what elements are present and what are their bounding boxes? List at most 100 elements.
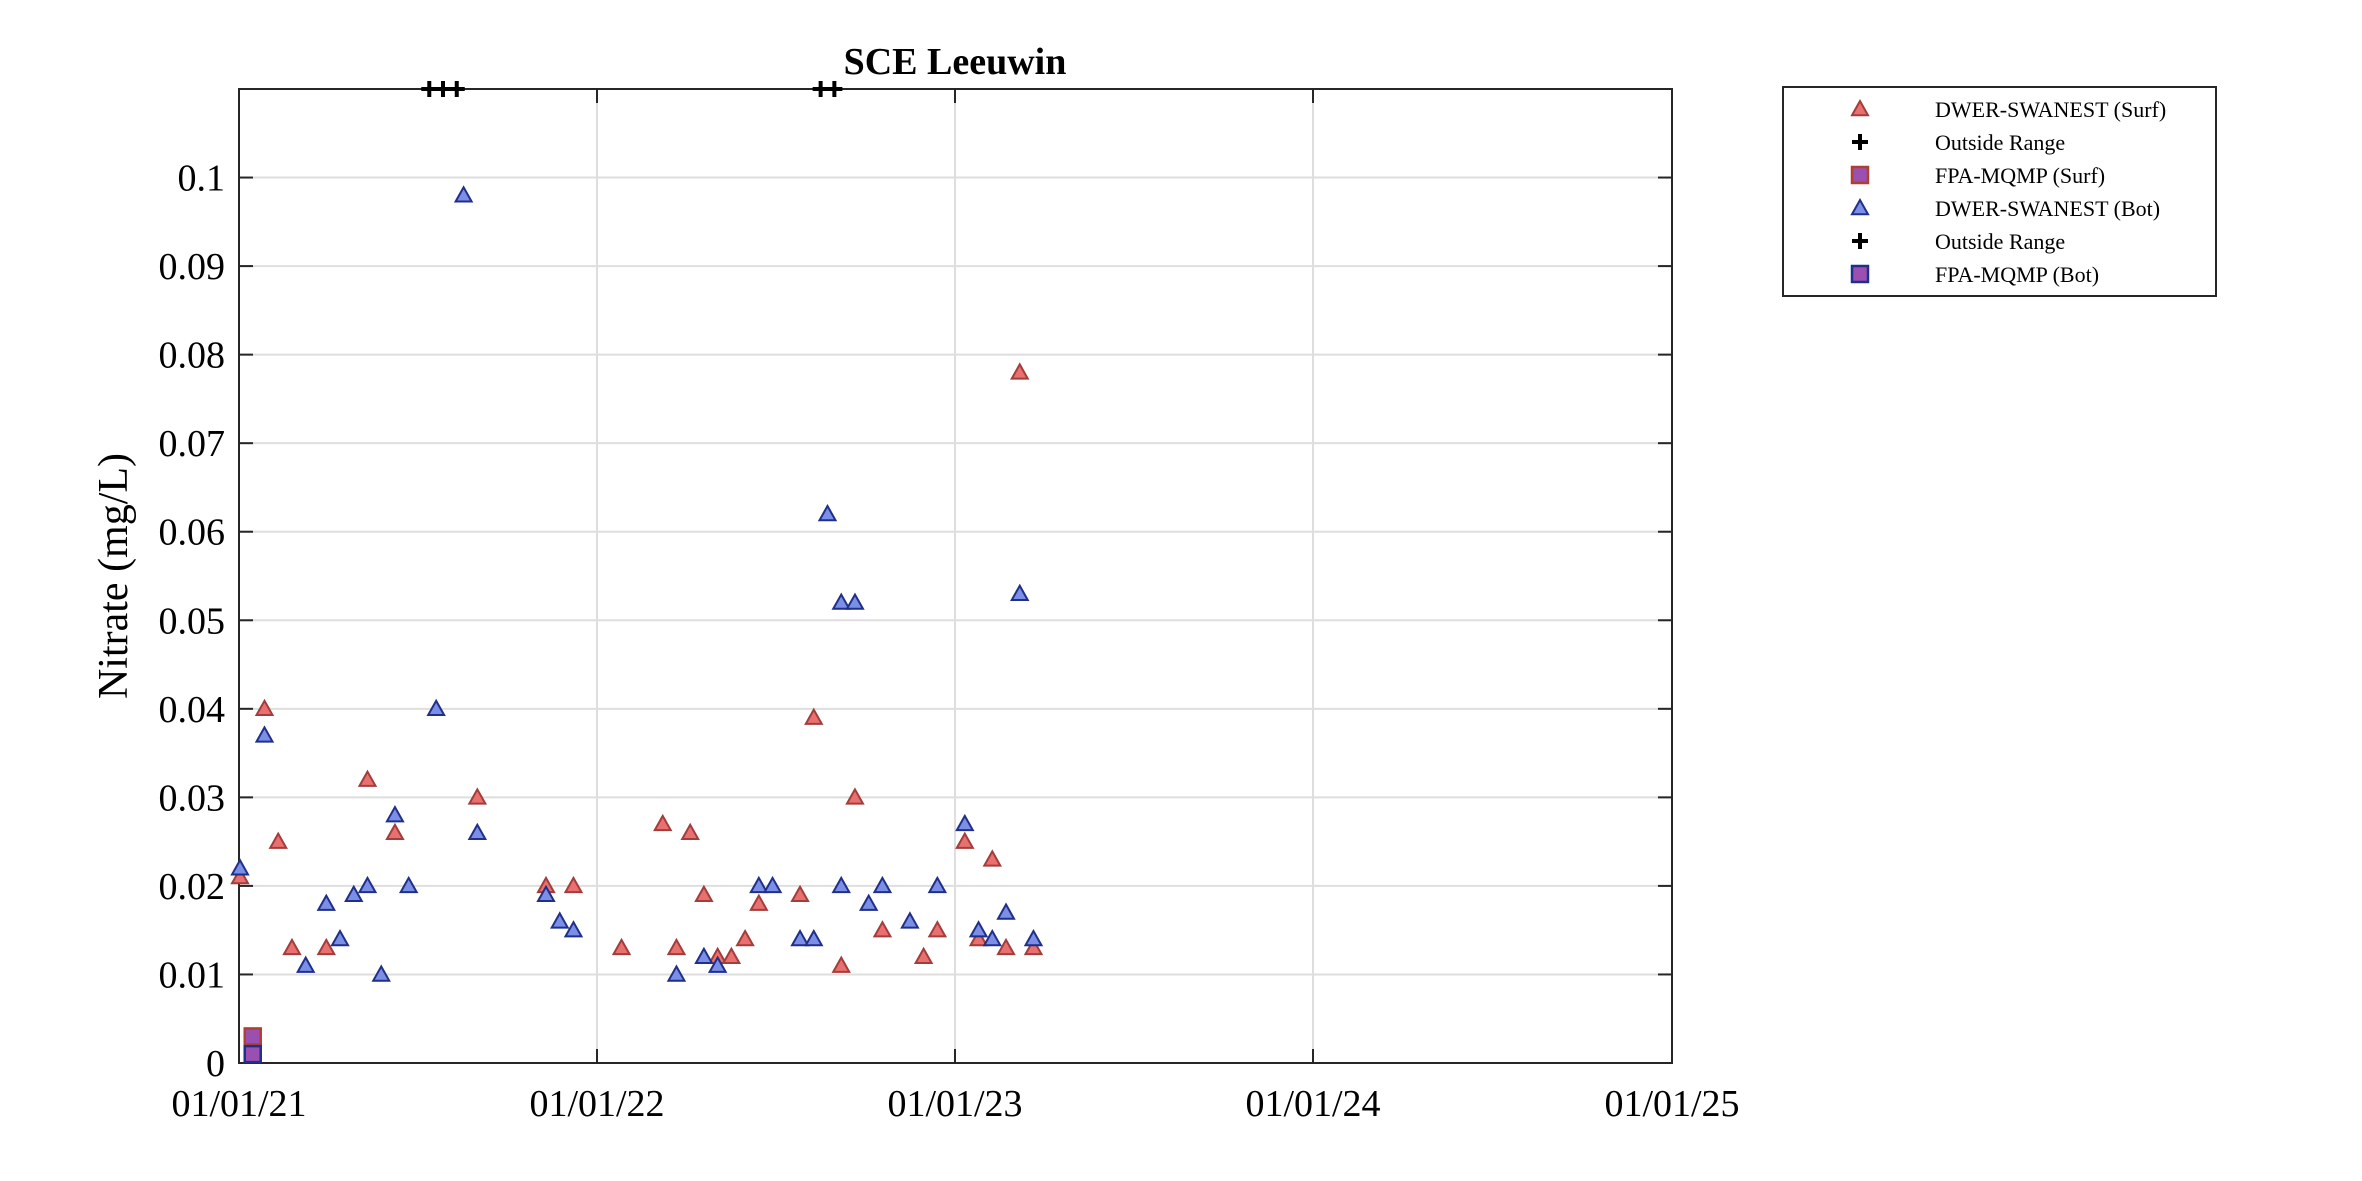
legend-items: DWER-SWANEST (Surf) Outside Range FPA-MQMP… [1850, 97, 2166, 287]
dwer-swanest-bot-point [316, 893, 337, 911]
dwer-swanest-surf-point [790, 884, 810, 903]
dwer-swanest-bot-point [927, 875, 948, 894]
dwer-swanest-bot-point [968, 920, 989, 938]
dwer-swanest-surf-point [735, 928, 755, 947]
dwer-swanest-surf-point [666, 937, 687, 956]
dwer-swanest-surf-point [653, 813, 673, 832]
dwer-swanest-surf-point [230, 867, 250, 885]
outside-range-point [812, 81, 829, 97]
dwer-swanest-surf-point [913, 946, 934, 964]
dwer-swanest-bot-point [230, 858, 250, 876]
dwer-swanest-bot-point [385, 805, 405, 823]
dwer-swanest-surf-point [927, 920, 948, 938]
legend: DWER-SWANEST (Surf) Outside Range FPA-MQMP… [1782, 86, 2217, 297]
dwer-swanest-bot-point [330, 928, 350, 947]
legend-label-fpa-mqmp-bot: FPA-MQMP (Bot) [1935, 262, 2099, 287]
legend-label-outside-range: Outside Range [1935, 229, 2065, 254]
dwer-swanest-bot-point [955, 813, 975, 832]
y-tick-label: 0.07 [159, 423, 226, 465]
dwer-swanest-bot-point [707, 955, 728, 973]
dwer-swanest-bot-point [817, 503, 838, 522]
y-tick-label: 0.02 [159, 866, 226, 908]
dwer-swanest-bot-point [831, 875, 851, 894]
outside-range-point [421, 81, 438, 97]
dwer-swanest-bot-point [371, 964, 391, 982]
legend-marker-outside-range [1852, 233, 1868, 249]
dwer-swanest-surf-point [982, 849, 1002, 867]
dwer-swanest-bot-point [1010, 583, 1030, 601]
legend-marker-dwer-swanest-bot [1850, 197, 1870, 216]
dwer-swanest-bot-point [426, 698, 446, 717]
dwer-swanest-surf-point [467, 787, 488, 805]
dwer-swanest-bot-point [749, 875, 769, 894]
y-tick-label: 0.08 [159, 335, 226, 377]
dwer-swanest-bot-point [550, 911, 570, 929]
dwer-swanest-bot-point [858, 893, 879, 911]
y-tick-label: 0.09 [159, 246, 226, 288]
x-tick-label: 01/01/25 [1604, 1083, 1739, 1125]
outside-range-point [826, 81, 843, 97]
axis-ticks [238, 89, 1673, 1064]
dwer-swanest-surf-point [996, 937, 1016, 956]
y-tick-label: 0.03 [159, 777, 226, 819]
legend-label-outside-range: Outside Range [1935, 130, 2065, 155]
dwer-swanest-surf-point [694, 884, 714, 903]
legend-label-dwer-swanest-bot: DWER-SWANEST (Bot) [1935, 196, 2160, 221]
dwer-swanest-surf-point [563, 875, 584, 894]
legend-marker-fpa-mqmp-surf [1850, 165, 1870, 185]
dwer-swanest-bot-point [344, 884, 364, 903]
legend-marker-fpa-mqmp-bot [1850, 264, 1870, 284]
legend-box [1782, 86, 2217, 297]
dwer-swanest-bot-point [790, 928, 810, 947]
dwer-swanest-bot-point [831, 592, 851, 610]
dwer-swanest-bot-point [845, 592, 865, 610]
dwer-swanest-surf-point [1023, 937, 1044, 956]
x-tick-labels: 01/01/21 01/01/22 01/01/23 01/01/24 01/01/25 [171, 1083, 1739, 1125]
y-tick-label: 0.04 [159, 689, 226, 731]
x-tick-label: 01/01/23 [887, 1083, 1022, 1125]
dwer-swanest-surf-point [385, 822, 405, 841]
x-tick-label: 01/01/22 [529, 1083, 664, 1125]
data-marks [230, 81, 1044, 1064]
dwer-swanest-surf-point [357, 769, 378, 787]
legend-label-dwer-swanest-surf: DWER-SWANEST (Surf) [1935, 97, 2166, 122]
legend-marker-dwer-swanest-surf [1850, 98, 1870, 117]
legend-marker-outside-range [1852, 134, 1868, 150]
y-tick-label: 0.05 [159, 600, 226, 642]
dwer-swanest-bot-point [804, 928, 824, 947]
outside-range-point [435, 81, 452, 97]
dwer-swanest-bot-point [254, 725, 275, 743]
dwer-swanest-surf-point [804, 707, 824, 725]
y-tick-label: 0.01 [159, 954, 226, 996]
dwer-swanest-bot-point [872, 875, 893, 894]
dwer-swanest-surf-point [254, 698, 275, 717]
dwer-swanest-surf-point [968, 928, 989, 947]
fpa-mqmp-bot-point [243, 1044, 262, 1064]
dwer-swanest-bot-point [666, 964, 687, 982]
dwer-swanest-surf-point [282, 937, 302, 956]
dwer-swanest-bot-point [398, 875, 419, 894]
y-tick-label: 0.1 [178, 158, 226, 200]
dwer-swanest-bot-point [900, 911, 920, 929]
dwer-swanest-bot-point [467, 822, 488, 841]
dwer-swanest-surf-point [268, 831, 288, 849]
chart-title: SCE Leeuwin [844, 41, 1067, 83]
dwer-swanest-surf-point [955, 831, 975, 849]
dwer-swanest-surf-point [845, 787, 865, 805]
legend-label-fpa-mqmp-surf: FPA-MQMP (Surf) [1935, 163, 2105, 188]
dwer-swanest-bot-point [536, 884, 556, 903]
fpa-mqmp-surf-point [243, 1027, 262, 1046]
dwer-swanest-surf-point [680, 822, 700, 841]
dwer-swanest-bot-point [295, 955, 316, 973]
dwer-swanest-surf-point [749, 893, 769, 911]
outside-range-point [448, 81, 465, 97]
dwer-swanest-bot-point [996, 902, 1016, 920]
y-tick-labels: 0 0.01 0.02 0.03 0.04 0.05 0.06 0.07 0.08 0.09 0.1 [159, 158, 226, 1085]
dwer-swanest-bot-point [453, 185, 474, 203]
dwer-swanest-bot-point [982, 928, 1002, 947]
dwer-swanest-surf-point [611, 937, 632, 956]
x-tick-label: 01/01/21 [171, 1083, 306, 1125]
dwer-swanest-bot-point [1023, 928, 1044, 947]
dwer-swanest-surf-point [316, 937, 337, 956]
